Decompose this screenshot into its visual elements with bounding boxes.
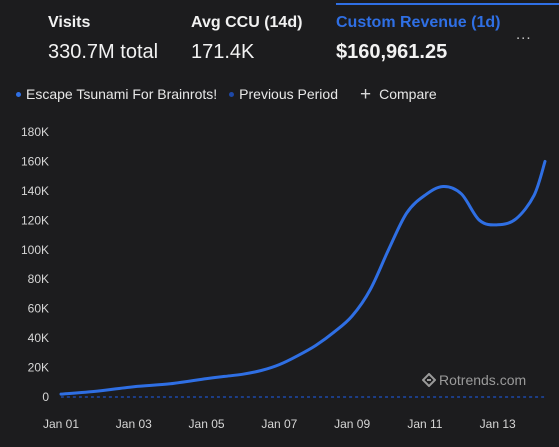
x-axis: Jan 01 Jan 03 Jan 05 Jan 07 Jan 09 Jan 11 Jan … (43, 417, 516, 431)
y-tick-label: 60K (28, 302, 49, 316)
x-tick-label: Jan 07 (261, 417, 297, 431)
y-tick-label: 140K (21, 184, 49, 198)
y-tick-label: 100K (21, 243, 49, 257)
x-tick-label: Jan 05 (189, 417, 225, 431)
y-tick-label: 160K (21, 154, 49, 168)
x-tick-label: Jan 03 (116, 417, 152, 431)
watermark: Rotrends.com (422, 372, 526, 388)
metric-visits-value: 330.7M total (48, 41, 159, 63)
compare-label: Compare (379, 86, 437, 102)
metric-avg-ccu-value: 171.4K (191, 41, 255, 63)
metric-avg-ccu[interactable]: Avg CCU (14d) 171.4K (191, 14, 302, 64)
y-tick-label: 0 (42, 390, 49, 404)
x-tick-label: Jan 09 (334, 417, 370, 431)
chart-series (59, 159, 547, 398)
metrics-header: Visits 330.7M total Avg CCU (14d) 171.4K… (0, 0, 559, 80)
metric-custom-revenue-value: $160,961.25 (336, 41, 448, 63)
y-tick-label: 180K (21, 125, 49, 139)
y-tick-label: 40K (28, 331, 49, 345)
metric-custom-revenue-label: Custom Revenue (1d) (336, 14, 501, 31)
y-tick-label: 80K (28, 272, 49, 286)
metric-visits-label: Visits (48, 14, 91, 31)
legend-item-previous[interactable]: Previous Period (229, 86, 338, 102)
y-tick-label: 20K (28, 361, 49, 375)
legend-label-previous: Previous Period (239, 86, 338, 102)
metric-avg-ccu-label: Avg CCU (14d) (191, 14, 303, 31)
more-options-icon[interactable]: ... (516, 26, 532, 43)
x-tick-label: Jan 11 (407, 417, 442, 431)
legend-item-current[interactable]: Escape Tsunami For Brainrots! (16, 86, 217, 102)
metric-custom-revenue[interactable]: Custom Revenue (1d) $160,961.25 (336, 14, 500, 64)
legend-dot-current (16, 91, 21, 97)
x-tick-label: Jan 13 (480, 417, 516, 431)
series-line-escape-tsunami (59, 159, 547, 396)
x-tick-label: Jan 01 (43, 417, 79, 431)
plus-icon: + (359, 83, 372, 105)
legend-dot-previous (229, 91, 235, 97)
y-axis: 0 20K 40K 60K 80K 100K 120K 140K 160K 180K (21, 125, 49, 404)
line-chart: 0 20K 40K 60K 80K 100K 120K 140K 160K 180K Jan 01… (21, 125, 547, 431)
compare-button[interactable]: + Compare (350, 85, 437, 104)
chart-legend: Escape Tsunami For Brainrots! Previous P… (16, 84, 449, 104)
y-tick-label: 120K (21, 213, 49, 227)
watermark-text: Rotrends.com (439, 372, 527, 388)
metric-visits[interactable]: Visits 330.7M total (48, 14, 158, 64)
active-tab-indicator (336, 3, 559, 5)
rotrends-logo-icon (422, 373, 436, 387)
legend-label-current: Escape Tsunami For Brainrots! (26, 86, 218, 102)
